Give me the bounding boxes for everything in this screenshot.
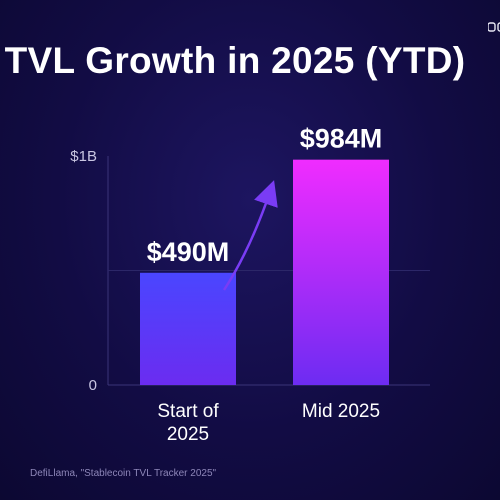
x-tick-label: Mid 2025 bbox=[302, 401, 380, 422]
bar-1 bbox=[140, 272, 236, 385]
growth-arrow bbox=[222, 180, 278, 291]
y-tick-label: 0 bbox=[89, 377, 97, 394]
y-tick-label: $1B bbox=[70, 148, 97, 165]
logo-mark-icon bbox=[488, 22, 500, 32]
data-label: $984M bbox=[300, 124, 383, 154]
x-tick-label: Start of bbox=[157, 401, 219, 422]
bar-2 bbox=[293, 159, 389, 385]
source-note: DefiLlama, "Stablecoin TVL Tracker 2025" bbox=[30, 468, 217, 479]
x-tick-label: 2025 bbox=[167, 424, 209, 445]
data-label: $490M bbox=[147, 237, 230, 267]
chart-title: TVL Growth in 2025 (YTD) bbox=[4, 40, 466, 81]
